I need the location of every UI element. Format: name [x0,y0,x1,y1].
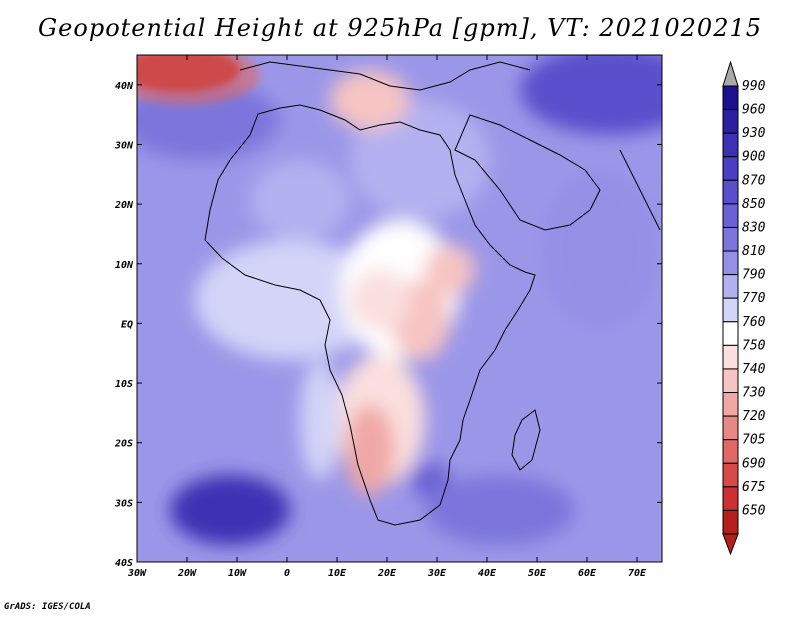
colorbar-swatch [722,85,739,111]
lon-tick-label: 70E [628,568,647,579]
colorbar-label: 650 [742,503,766,518]
field-congo [350,270,410,330]
colorbar-swatch [722,392,739,417]
colorbar-swatch [722,226,739,252]
lat-tick-label: 40N [115,81,134,92]
africa-coastline [204,104,536,526]
colorbar-top-arrow [722,60,739,87]
colorbar-label: 740 [742,362,766,377]
field-kalahari [345,405,395,495]
europe-coastline [239,61,531,91]
colorbar-swatch [722,439,739,464]
lat-tick-label: 10S [115,379,133,390]
colorbar-swatch [722,509,739,535]
field-west-sahara [250,160,350,240]
colorbar-swatch [722,250,739,276]
latitude-axis: 40N 30N 20N 10N EQ 10S 20S 30S 40S [114,81,662,569]
colorbar-label: 675 [742,480,766,495]
colorbar-swatch [722,368,739,394]
colorbar-swatch [722,156,739,181]
colorbar-label: 730 [742,386,766,401]
colorbar-label: 810 [742,244,766,259]
lon-tick-label: 20W [177,568,197,579]
arabia-coastline [454,114,601,231]
colorbar-swatch [722,462,739,488]
colorbar-label: 790 [742,268,766,283]
colorbar-swatch [722,486,739,511]
field-sahara [350,100,490,220]
lon-tick-label: 10E [328,568,347,579]
height-field [137,55,662,562]
colorbar-swatch [722,274,739,299]
lon-tick-label: 0 [284,568,290,579]
lon-tick-label: 30W [127,568,147,579]
colorbar-swatch [722,415,739,441]
lon-tick-label: 40E [478,568,497,579]
lat-tick-label: 20N [114,200,134,211]
colorbar-label: 705 [742,433,766,448]
colorbar-swatch [722,344,739,370]
colorbar-label: 960 [742,103,766,118]
lat-tick-label: 20S [114,439,133,450]
lat-tick-label: 30N [114,140,134,151]
field-mediterranean [330,70,410,130]
lat-tick-label: 30S [114,498,133,509]
field-namibia-coast [300,360,340,480]
colorbar-label: 770 [742,291,766,306]
lat-tick-label: 10N [115,260,134,271]
lat-tick-label: EQ [121,319,133,330]
madagascar-coastline [511,409,541,471]
colorbar-label: 990 [742,79,766,94]
colorbar-label: 830 [742,220,766,235]
longitude-axis: 30W 20W 10W 0 10E 20E 30E 40E 50E 60E 70E [127,55,647,579]
grads-credit: GrADS: IGES/COLA [4,602,91,612]
lon-tick-label: 60E [578,568,597,579]
lat-tick-label: 40S [115,558,133,569]
colorbar-swatch [722,321,739,346]
plot-frame [136,54,663,563]
colorbar-label: 720 [742,409,766,424]
field-low-south-atlantic [170,475,290,545]
colorbar-swatch [722,179,739,205]
field-high-arabia [520,55,662,135]
colorbar-label: 690 [742,456,766,471]
colorbar-swatch [722,109,739,134]
colorbar-label: 850 [742,197,766,212]
field-indian-ocean [540,170,660,330]
field-ethiopia [425,245,475,295]
lon-tick-label: 30E [427,568,447,579]
lon-tick-label: 50E [528,568,547,579]
colorbar-bottom-arrow [722,533,739,556]
colorbar: 990 960 930 900 870 850 830 810 790 770 760 750 740 7… [722,60,766,556]
colorbar-label: 930 [742,126,766,141]
map-title: Geopotential Height at 925hPa [gpm], VT:… [38,14,762,42]
colorbar-swatch [722,297,739,323]
field-south-indian [425,475,575,545]
colorbar-label: 870 [742,173,766,188]
coastlines [204,61,661,526]
colorbar-swatch [722,203,739,228]
field-west-africa [195,240,385,360]
colorbar-swatch [722,132,739,158]
colorbar-label: 900 [742,150,766,165]
lon-tick-label: 20E [377,568,397,579]
colorbar-label: 760 [742,315,766,330]
colorbar-label: 750 [742,338,766,353]
india-coastline [619,149,661,231]
lon-tick-label: 10W [228,568,247,579]
